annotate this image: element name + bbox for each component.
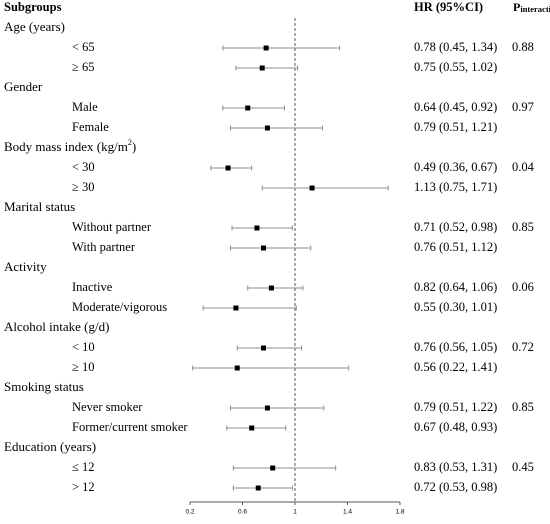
x-tick-label: 0.2 <box>185 509 194 516</box>
hr-ci-text: 0.56 (0.22, 1.41) <box>414 360 497 374</box>
hr-ci-text: 0.55 (0.30, 1.01) <box>414 300 497 314</box>
hr-point <box>261 345 266 351</box>
p-interaction-value: 0.85 <box>512 400 534 414</box>
hr-ci-text: 0.72 (0.53, 0.98) <box>414 480 497 494</box>
hr-ci-text: 0.82 (0.64, 1.06) <box>414 280 497 294</box>
hr-point <box>309 185 315 191</box>
subgroup-label: Former/current smoker <box>72 420 188 434</box>
group-label: Gender <box>4 79 43 94</box>
subgroup-label: < 30 <box>72 160 95 174</box>
x-tick-label: 1 <box>293 509 297 516</box>
group-label: Marital status <box>4 199 75 214</box>
hr-ci-text: 0.78 (0.45, 1.34) <box>414 40 497 54</box>
hr-point <box>234 365 240 371</box>
p-interaction-value: 0.88 <box>512 40 534 54</box>
hr-point <box>254 225 260 231</box>
hr-point <box>261 245 266 251</box>
hr-ci-text: 0.67 (0.48, 0.93) <box>414 420 497 434</box>
subgroup-label: ≤ 12 <box>72 460 95 474</box>
p-interaction-header: Pinteraction <box>513 0 550 14</box>
hr-point <box>268 285 274 291</box>
subgroup-label: ≥ 30 <box>72 180 95 194</box>
hr-ci-text: 0.79 (0.51, 1.21) <box>414 120 497 134</box>
subgroups-header: Subgroups <box>4 0 62 14</box>
hr-point <box>255 485 261 491</box>
group-label: Activity <box>4 259 47 274</box>
hr-point <box>264 405 270 411</box>
p-interaction-value: 0.04 <box>512 160 535 174</box>
hr-ci-text: 0.79 (0.51, 1.22) <box>414 400 497 414</box>
p-interaction-value: 0.72 <box>512 340 534 354</box>
subgroup-label: < 65 <box>72 40 95 54</box>
p-interaction-value: 0.97 <box>512 100 534 114</box>
subgroup-label: Never smoker <box>72 400 143 414</box>
p-interaction-value: 0.06 <box>512 280 534 294</box>
hr-ci-text: 0.76 (0.51, 1.12) <box>414 240 497 254</box>
group-label: Smoking status <box>4 379 84 394</box>
hr-ci-text: 1.13 (0.75, 1.71) <box>414 180 497 194</box>
group-label: Body mass index (kg/m2) <box>4 138 136 154</box>
x-tick-label: 0.6 <box>238 509 247 516</box>
group-label: Age (years) <box>4 19 65 34</box>
hr-point <box>270 465 276 471</box>
subgroup-label: With partner <box>72 240 136 254</box>
hr-point <box>259 65 265 71</box>
subgroup-label: ≥ 65 <box>72 60 95 74</box>
subgroup-label: ≥ 10 <box>72 360 95 374</box>
hr-ci-text: 0.75 (0.55, 1.02) <box>414 60 497 74</box>
p-interaction-value: 0.85 <box>512 220 534 234</box>
subgroup-label: Inactive <box>72 280 113 294</box>
hr-ci-text: 0.71 (0.52, 0.98) <box>414 220 497 234</box>
hr-header: HR (95%CI) <box>414 0 483 14</box>
hr-ci-text: 0.83 (0.53, 1.31) <box>414 460 497 474</box>
group-label: Education (years) <box>4 439 96 454</box>
subgroup-label: > 12 <box>72 480 95 494</box>
hr-point <box>233 305 239 311</box>
group-label: Alcohol intake (g/d) <box>4 319 109 334</box>
hr-point <box>225 165 231 171</box>
p-interaction-value: 0.45 <box>512 460 534 474</box>
x-tick-label: 1.8 <box>395 509 404 516</box>
subgroup-label: Without partner <box>72 220 152 234</box>
hr-ci-text: 0.76 (0.56, 1.05) <box>414 340 497 354</box>
hr-point <box>264 125 270 131</box>
subgroup-label: Male <box>72 100 98 114</box>
hr-ci-text: 0.49 (0.36, 0.67) <box>414 160 497 174</box>
subgroup-label: < 10 <box>72 340 95 354</box>
x-tick-label: 1.4 <box>343 509 352 516</box>
hr-point <box>249 425 255 431</box>
hr-point <box>263 45 269 51</box>
hr-point <box>245 105 251 111</box>
subgroup-label: Moderate/vigorous <box>72 300 167 314</box>
hr-ci-text: 0.64 (0.45, 0.92) <box>414 100 497 114</box>
subgroup-label: Female <box>72 120 109 134</box>
